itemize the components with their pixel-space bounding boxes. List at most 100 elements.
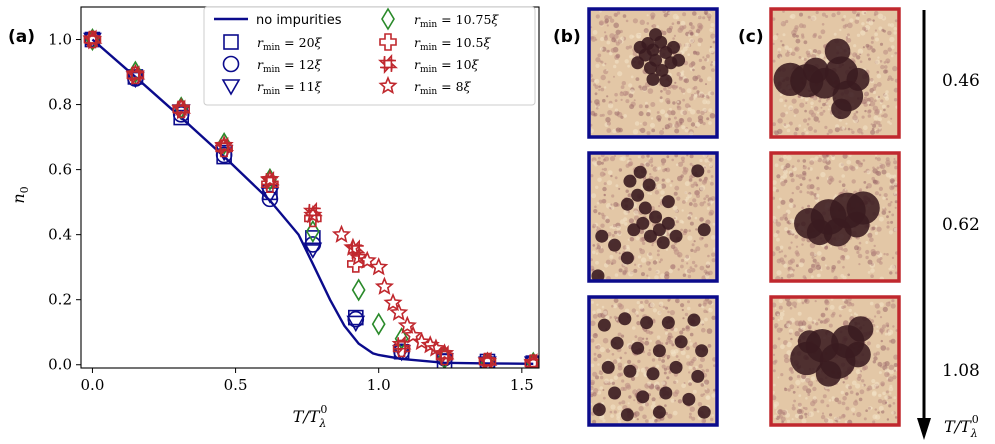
legend-marker — [378, 75, 398, 95]
data-point — [82, 29, 103, 48]
data-point — [434, 343, 455, 362]
data-point — [125, 63, 145, 82]
data-point — [305, 219, 320, 243]
temperature-axis: 0.46 0.62 1.08 T/Tλ0 — [917, 10, 980, 440]
vortex-dot — [631, 56, 645, 70]
snapshot-frame — [769, 7, 901, 139]
svg-text:rmin = 11ξ: rmin = 11ξ — [257, 79, 323, 97]
vortex-blob — [843, 211, 870, 238]
vortex-dot — [666, 40, 680, 54]
vortex-dot — [636, 216, 650, 230]
vortex-dot — [661, 216, 675, 230]
vortex-blob — [797, 330, 821, 354]
vortex-dot — [659, 74, 673, 88]
vortex-dot — [652, 223, 666, 237]
legend-marker — [379, 33, 397, 51]
x-tick-label: 0.5 — [224, 376, 248, 394]
vortex-dot — [691, 164, 705, 178]
vortex-blob — [824, 38, 851, 65]
legend-entry: rmin = 11ξ — [221, 79, 323, 97]
vortex-dot — [623, 364, 637, 378]
vortex-dot — [627, 223, 641, 237]
snapshot-grid — [587, 7, 901, 427]
snapshot-frame — [769, 151, 901, 283]
data-point — [302, 201, 323, 222]
y-tick-label: 1.0 — [48, 31, 72, 49]
vortex-dot — [649, 28, 663, 42]
y-tick-label: 0.8 — [48, 96, 72, 114]
legend-marker — [381, 7, 395, 31]
snapshot-frame — [587, 151, 719, 283]
vortex-dot — [659, 386, 673, 400]
vortex-dot — [618, 312, 632, 326]
vortex-blob — [831, 98, 852, 120]
data-point — [426, 338, 446, 357]
x-tick-label: 1.0 — [367, 376, 391, 394]
vortex-dot — [691, 369, 705, 383]
data-point — [391, 335, 412, 356]
data-point — [389, 302, 409, 321]
vortex-dot — [610, 336, 624, 350]
plot-area — [82, 27, 539, 368]
data-point — [374, 276, 395, 295]
data-point — [397, 315, 417, 334]
data-point — [215, 146, 233, 164]
legend-entry: rmin = 8ξ — [378, 75, 472, 97]
data-point — [303, 242, 323, 259]
data-point — [261, 190, 279, 208]
legend-entry: rmin = 10.5ξ — [379, 33, 491, 53]
legend: no impurities rmin = 20ξ rmin = 12ξ rmin = … — [203, 6, 536, 106]
series-6 — [82, 29, 539, 368]
vortex-dot — [661, 316, 675, 330]
x-tick-label: 1.5 — [510, 376, 534, 394]
temperature-arrow-head — [917, 418, 931, 440]
data-point — [305, 230, 321, 246]
y-tick-label: 0.2 — [48, 291, 72, 309]
vortex-dot — [631, 341, 645, 355]
vortex-dot — [608, 238, 622, 252]
x-axis-label: T/Tλ0 — [293, 403, 328, 430]
vortex-blob — [803, 57, 829, 84]
svg-text:rmin = 10.5ξ: rmin = 10.5ξ — [414, 35, 491, 53]
data-point — [171, 97, 191, 116]
vortex-dot — [655, 63, 669, 77]
data-point — [346, 315, 366, 333]
vortex-dot — [652, 405, 666, 419]
data-point — [349, 247, 369, 266]
legend-entry: rmin = 20ξ — [223, 34, 323, 53]
legend-entry: rmin = 12ξ — [222, 55, 323, 75]
y-tick-label: 0.0 — [48, 356, 72, 374]
snapshot-frame — [587, 295, 719, 427]
snapshot-frame — [587, 7, 719, 139]
vortex-dot — [601, 360, 615, 374]
snapshot-b-3 — [587, 295, 719, 427]
data-point — [357, 250, 377, 269]
vortex-dot — [591, 269, 605, 283]
panel-c-label: (c) — [738, 27, 764, 47]
vortex-blob — [847, 316, 874, 342]
temperature-label-1: 0.46 — [942, 71, 980, 91]
data-point — [303, 205, 323, 224]
vortex-dot — [687, 313, 701, 327]
data-point — [412, 331, 432, 351]
snapshot-b-1 — [587, 7, 719, 139]
vortex-dot — [674, 335, 688, 349]
svg-text:rmin = 10ξ: rmin = 10ξ — [414, 57, 480, 75]
vortex-dot — [633, 40, 647, 54]
svg-text:no impurities: no impurities — [256, 13, 342, 28]
y-axis-label: n0 — [9, 186, 31, 203]
vortex-dot — [642, 178, 656, 192]
vortex-dot — [661, 195, 675, 209]
vortex-dot — [697, 223, 711, 237]
legend-marker — [221, 79, 241, 96]
vortex-dot — [695, 344, 709, 358]
vortex-blob — [845, 341, 871, 368]
snapshot-c-2 — [769, 151, 901, 283]
vortex-dot — [620, 251, 634, 265]
vortex-dot — [623, 174, 637, 188]
legend-entry: rmin = 10.75ξ — [381, 7, 499, 31]
snapshot-c-3 — [769, 295, 901, 427]
svg-text:rmin = 12ξ: rmin = 12ξ — [257, 57, 323, 75]
vortex-dot — [643, 61, 657, 75]
